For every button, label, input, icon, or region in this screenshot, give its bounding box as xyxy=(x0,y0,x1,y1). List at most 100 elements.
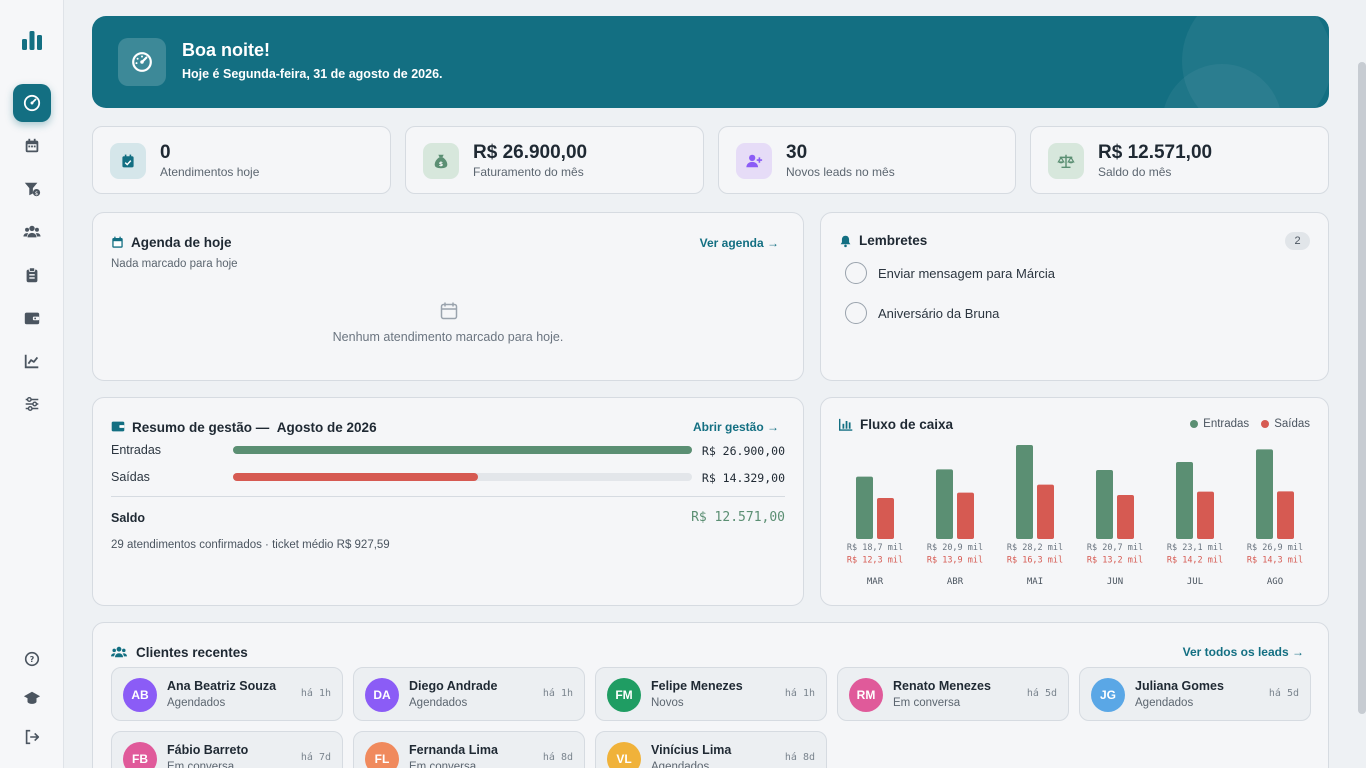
client-name: Vinícius Lima xyxy=(651,743,732,757)
calendar-icon xyxy=(25,138,39,153)
client-card[interactable]: VL Vinícius Lima Agendados há 8d xyxy=(595,731,827,768)
legend-income: Entradas xyxy=(1203,418,1250,430)
nav-settings[interactable] xyxy=(13,385,51,423)
income-value: R$ 26.900,00 xyxy=(701,444,785,458)
reminder-checkbox[interactable] xyxy=(845,262,867,284)
stat-value: R$ 26.900,00 xyxy=(473,142,588,163)
stat-value: 0 xyxy=(160,142,171,163)
client-status: Agendados xyxy=(651,761,710,768)
income-bar xyxy=(1096,470,1113,539)
income-bar-track xyxy=(233,446,692,454)
scale-icon xyxy=(1048,143,1084,179)
income-data-label: R$ 20,9 mil xyxy=(927,543,983,553)
income-data-label: R$ 28,2 mil xyxy=(1007,543,1063,553)
see-all-leads-link[interactable]: Ver todos os leads → xyxy=(1182,645,1304,659)
income-label: Entradas xyxy=(111,443,162,457)
agenda-empty-message: Nenhum atendimento marcado para hoje. xyxy=(332,330,564,344)
balance-value: R$ 12.571,00 xyxy=(691,510,785,525)
expenses-data-label: R$ 14,2 mil xyxy=(1167,556,1223,566)
nav-dashboard[interactable] xyxy=(13,84,51,122)
divider xyxy=(111,496,785,497)
avatar: FB xyxy=(123,742,157,768)
scrollbar[interactable] xyxy=(1358,62,1366,714)
x-tick-label: MAI xyxy=(1027,577,1043,587)
avatar: FL xyxy=(365,742,399,768)
balance-label: Saldo xyxy=(111,511,146,525)
income-data-label: R$ 18,7 mil xyxy=(847,543,903,553)
nav-tutorials[interactable] xyxy=(13,679,51,717)
nav-agenda[interactable] xyxy=(13,127,51,165)
client-status: Agendados xyxy=(1135,697,1194,709)
open-management-link[interactable]: Abrir gestão → xyxy=(692,420,779,434)
stat-leads: 30 Novos leads no mês xyxy=(718,126,1016,194)
stat-revenue: $ R$ 26.900,00 Faturamento do mês xyxy=(405,126,704,194)
sidebar: $ ? xyxy=(0,0,64,768)
client-card[interactable]: DA Diego Andrade Agendados há 1h xyxy=(353,667,585,721)
user-plus-icon xyxy=(736,143,772,179)
graduation-cap-icon xyxy=(23,691,41,704)
nav-clients[interactable] xyxy=(13,213,51,251)
avatar: RM xyxy=(849,678,883,712)
management-summary-card: Resumo de gestão — Agosto de 2026 Abrir … xyxy=(92,397,804,606)
reminder-item[interactable]: Aniversário da Bruna xyxy=(845,302,999,324)
cashflow-chart: R$ 18,7 mil R$ 12,3 mil MAR R$ 20,9 mil R$ 1… xyxy=(847,445,1303,587)
nav-wallet[interactable] xyxy=(13,299,51,337)
nav-help[interactable]: ? xyxy=(13,640,51,678)
clipboard-icon xyxy=(26,267,38,283)
client-time: há 5d xyxy=(1268,688,1299,699)
wallet-icon xyxy=(24,312,40,325)
stat-label: Saldo do mês xyxy=(1098,165,1172,179)
income-data-label: R$ 26,9 mil xyxy=(1247,543,1303,553)
gauge-icon xyxy=(118,38,166,86)
client-card[interactable]: FB Fábio Barreto Em conversa há 7d xyxy=(111,731,343,768)
income-bar xyxy=(1256,449,1273,539)
client-card[interactable]: FL Fernanda Lima Em conversa há 8d xyxy=(353,731,585,768)
stat-label: Novos leads no mês xyxy=(786,165,895,179)
client-time: há 5d xyxy=(1026,688,1057,699)
calendar-icon xyxy=(112,236,123,248)
income-data-label: R$ 20,7 mil xyxy=(1087,543,1143,553)
wallet-icon xyxy=(111,421,125,432)
nav-reports[interactable] xyxy=(13,342,51,380)
legend-swatch-expenses xyxy=(1261,420,1270,428)
client-name: Juliana Gomes xyxy=(1135,679,1224,693)
client-time: há 8d xyxy=(784,752,815,763)
see-agenda-link[interactable]: Ver agenda → xyxy=(699,236,779,250)
client-status: Agendados xyxy=(167,697,226,709)
client-name: Fábio Barreto xyxy=(167,743,249,757)
logout-icon xyxy=(25,729,40,745)
income-bar xyxy=(1176,462,1193,539)
svg-text:$: $ xyxy=(439,161,443,168)
client-time: há 1h xyxy=(542,688,573,699)
client-card[interactable]: FM Felipe Menezes Novos há 1h xyxy=(595,667,827,721)
client-card[interactable]: JG Juliana Gomes Agendados há 5d xyxy=(1079,667,1311,721)
summary-footnote: 29 atendimentos confirmados · ticket méd… xyxy=(111,539,390,551)
expenses-value: R$ 14.329,00 xyxy=(701,471,785,485)
client-card[interactable]: AB Ana Beatriz Souza Agendados há 1h xyxy=(111,667,343,721)
stat-label: Atendimentos hoje xyxy=(160,165,260,179)
sliders-icon xyxy=(25,396,39,412)
client-name: Renato Menezes xyxy=(893,679,991,693)
client-name: Felipe Menezes xyxy=(651,679,743,693)
client-status: Agendados xyxy=(409,697,468,709)
client-name: Diego Andrade xyxy=(409,679,498,693)
x-tick-label: ABR xyxy=(947,577,964,587)
reminders-card: Lembretes 2 Enviar mensagem para Márcia … xyxy=(820,212,1329,381)
reminder-checkbox[interactable] xyxy=(845,302,867,324)
x-tick-label: MAR xyxy=(867,577,884,587)
client-time: há 1h xyxy=(300,688,331,699)
bar-chart-icon xyxy=(839,418,853,431)
reminder-item[interactable]: Enviar mensagem para Márcia xyxy=(845,262,1055,284)
expenses-data-label: R$ 16,3 mil xyxy=(1007,556,1063,566)
stat-value: R$ 12.571,00 xyxy=(1098,142,1213,163)
greeting-title: Boa noite! xyxy=(182,40,270,60)
cashflow-card: Fluxo de caixa Entradas Saídas R$ 18,7 m… xyxy=(820,397,1329,606)
income-data-label: R$ 23,1 mil xyxy=(1167,543,1223,553)
nav-logout[interactable] xyxy=(13,718,51,756)
calendar-empty-icon xyxy=(440,302,458,320)
reminders-title: Lembretes xyxy=(859,233,928,248)
nav-funnel[interactable]: $ xyxy=(13,170,51,208)
nav-records[interactable] xyxy=(13,256,51,294)
logo-bars-icon[interactable] xyxy=(18,26,46,54)
client-card[interactable]: RM Renato Menezes Em conversa há 5d xyxy=(837,667,1069,721)
